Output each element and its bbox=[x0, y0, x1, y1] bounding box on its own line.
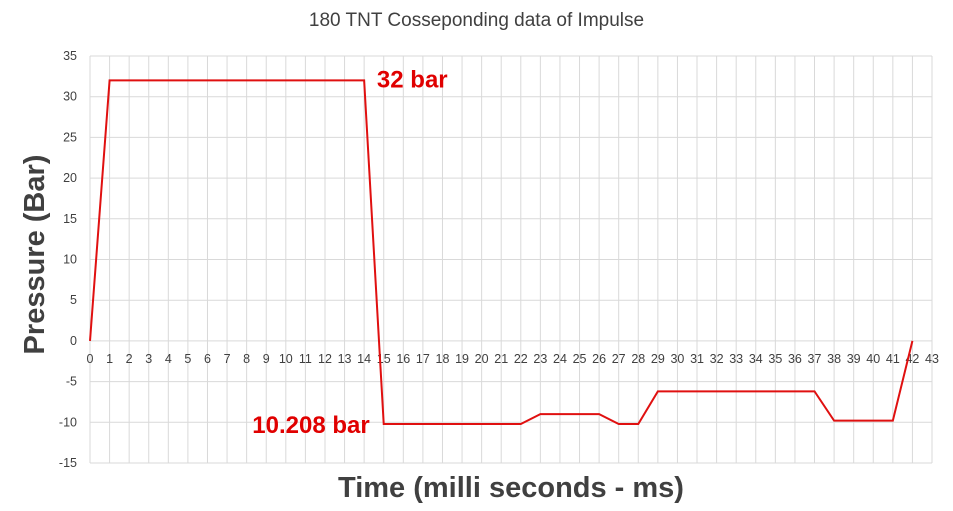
y-tick-label: 35 bbox=[63, 49, 77, 63]
x-tick-label: 27 bbox=[612, 352, 626, 366]
x-tick-label: 13 bbox=[338, 352, 352, 366]
x-tick-label: 5 bbox=[184, 352, 191, 366]
x-tick-label: 23 bbox=[533, 352, 547, 366]
x-tick-label: 31 bbox=[690, 352, 704, 366]
x-tick-label: 21 bbox=[494, 352, 508, 366]
y-tick-label: 5 bbox=[70, 293, 77, 307]
y-tick-label: -10 bbox=[59, 415, 77, 429]
x-axis-tick-labels: 0 1 2 3 4 5 6 7 8 9 10 11 12 13 14 15 16 17 18 19 20 21 22 23 24… bbox=[87, 352, 939, 366]
annotation-trough: 10.208 bar bbox=[252, 412, 369, 439]
x-tick-label: 30 bbox=[670, 352, 684, 366]
x-tick-label: 37 bbox=[808, 352, 822, 366]
annotations: 32 bar 10.208 bar bbox=[252, 66, 447, 439]
grid-lines bbox=[89, 55, 933, 464]
x-tick-label: 7 bbox=[224, 352, 231, 366]
x-tick-label: 35 bbox=[768, 352, 782, 366]
x-tick-label: 0 bbox=[87, 352, 94, 366]
x-tick-label: 39 bbox=[847, 352, 861, 366]
x-tick-label: 16 bbox=[396, 352, 410, 366]
x-tick-label: 3 bbox=[145, 352, 152, 366]
x-tick-label: 29 bbox=[651, 352, 665, 366]
y-axis-tick-labels: -15 -10 -5 0 5 10 15 20 25 30 35 bbox=[59, 49, 77, 470]
x-tick-label: 38 bbox=[827, 352, 841, 366]
x-tick-label: 40 bbox=[866, 352, 880, 366]
y-tick-label: 0 bbox=[70, 334, 77, 348]
x-tick-label: 36 bbox=[788, 352, 802, 366]
y-tick-label: 15 bbox=[63, 212, 77, 226]
y-tick-label: 20 bbox=[63, 171, 77, 185]
x-axis-title: Time (milli seconds - ms) bbox=[338, 472, 684, 504]
x-tick-label: 22 bbox=[514, 352, 528, 366]
x-tick-label: 32 bbox=[710, 352, 724, 366]
x-tick-label: 2 bbox=[126, 352, 133, 366]
x-tick-label: 28 bbox=[631, 352, 645, 366]
y-tick-label: -15 bbox=[59, 456, 77, 470]
y-tick-label: 25 bbox=[63, 130, 77, 144]
y-tick-label: 10 bbox=[63, 253, 77, 267]
x-tick-label: 26 bbox=[592, 352, 606, 366]
x-tick-label: 6 bbox=[204, 352, 211, 366]
series-layer bbox=[89, 79, 914, 425]
x-tick-label: 17 bbox=[416, 352, 430, 366]
x-tick-label: 20 bbox=[475, 352, 489, 366]
x-tick-label: 4 bbox=[165, 352, 172, 366]
x-tick-label: 12 bbox=[318, 352, 332, 366]
x-tick-label: 10 bbox=[279, 352, 293, 366]
x-tick-label: 43 bbox=[925, 352, 939, 366]
x-tick-label: 33 bbox=[729, 352, 743, 366]
x-tick-label: 25 bbox=[573, 352, 587, 366]
x-tick-label: 18 bbox=[436, 352, 450, 366]
x-tick-label: 11 bbox=[299, 352, 312, 366]
y-tick-label: 30 bbox=[63, 90, 77, 104]
pressure-series-line bbox=[89, 79, 914, 425]
y-tick-label: -5 bbox=[66, 375, 77, 389]
annotation-peak: 32 bar bbox=[377, 66, 448, 93]
x-tick-label: 19 bbox=[455, 352, 469, 366]
chart-title: 180 TNT Cosseponding data of Impulse bbox=[308, 10, 645, 31]
x-tick-label: 8 bbox=[243, 352, 250, 366]
x-tick-label: 14 bbox=[357, 352, 371, 366]
x-tick-label: 9 bbox=[263, 352, 270, 366]
x-tick-label: 41 bbox=[886, 352, 900, 366]
x-tick-label: 34 bbox=[749, 352, 763, 366]
x-tick-label: 24 bbox=[553, 352, 567, 366]
x-tick-label: 1 bbox=[106, 352, 113, 366]
y-axis-title: Pressure (Bar) bbox=[19, 155, 51, 355]
